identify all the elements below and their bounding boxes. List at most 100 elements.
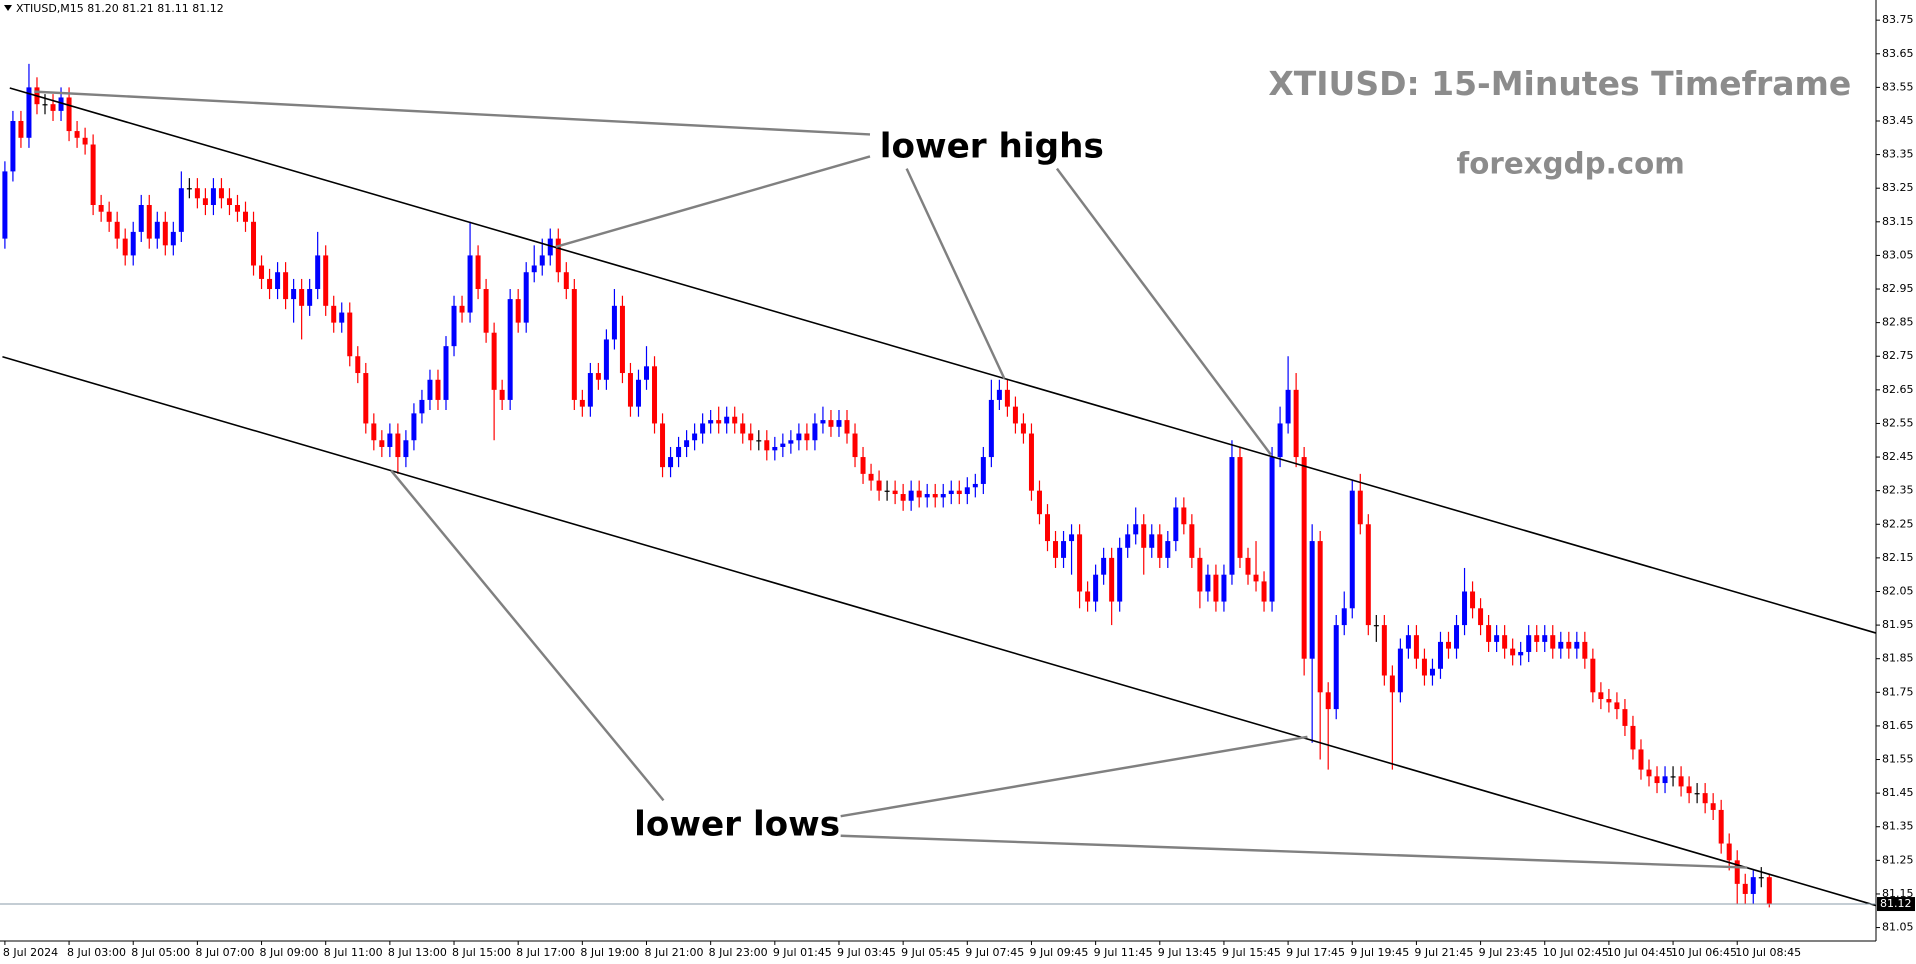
candle-body: [1750, 877, 1756, 894]
candle-body: [299, 289, 305, 306]
candle-body: [251, 221, 257, 266]
candle-body: [1582, 641, 1588, 659]
candle-body: [1421, 658, 1427, 676]
candle-body: [283, 272, 289, 300]
candle-body: [347, 312, 353, 357]
candle-body: [988, 399, 994, 458]
candle-body: [1726, 843, 1732, 861]
annotation: lower lows: [634, 805, 840, 845]
y-tick-label: 83.25: [1882, 181, 1914, 194]
candle-body: [1045, 514, 1050, 542]
candle-body: [403, 440, 409, 458]
pointer-lines: [34, 90, 1748, 869]
candle-body: [1373, 625, 1379, 627]
y-tick-label: 82.45: [1882, 450, 1914, 463]
candle-body: [146, 205, 152, 239]
candle-body: [162, 221, 168, 246]
candle-body: [924, 494, 930, 498]
candle-body: [1229, 457, 1235, 575]
y-tick-label: 83.05: [1882, 248, 1914, 261]
x-tick-label: 8 Jul 09:00: [260, 946, 319, 959]
candle-body: [1309, 541, 1315, 659]
candle-body: [764, 440, 770, 451]
candle-body: [1446, 641, 1451, 649]
y-tick-label: 82.75: [1882, 349, 1914, 362]
candle-body: [1590, 658, 1596, 693]
candle-body: [243, 211, 248, 222]
candle-body: [186, 188, 192, 190]
candle-body: [635, 379, 641, 407]
candle-body: [1614, 702, 1620, 710]
candle-body: [194, 188, 200, 199]
x-tick-label: 10 Jul 04:45: [1607, 946, 1673, 959]
candle-body: [106, 211, 112, 222]
candle-body: [579, 399, 585, 407]
x-tick-label: 10 Jul 06:45: [1671, 946, 1737, 959]
x-tick-label: 9 Jul 15:45: [1222, 946, 1281, 959]
candle-body: [1381, 625, 1387, 676]
candle-body: [1117, 547, 1123, 602]
candle-body: [948, 490, 954, 495]
candle-body: [2, 171, 8, 239]
y-tick-label: 83.15: [1882, 215, 1914, 228]
y-tick-label: 82.65: [1882, 383, 1914, 396]
candle-body: [1036, 490, 1042, 515]
candle-body: [1197, 557, 1203, 592]
candle-body: [940, 494, 946, 498]
candle-body: [660, 423, 666, 468]
candles: [2, 63, 1772, 908]
candle-body: [315, 255, 321, 290]
candle-body: [307, 289, 313, 306]
candle-body: [836, 420, 842, 427]
candle-body: [90, 144, 96, 206]
candle-body: [323, 255, 329, 306]
candle-body: [1341, 608, 1347, 626]
pointer: [555, 155, 871, 248]
x-tick-label: 9 Jul 11:45: [1094, 946, 1153, 959]
candle-body: [170, 231, 176, 246]
candle-body: [1397, 648, 1403, 693]
candle-body: [1317, 541, 1323, 693]
candle-body: [1646, 769, 1652, 777]
candle-body: [684, 440, 690, 447]
candle-body: [539, 255, 545, 266]
candle-body: [1085, 591, 1091, 602]
x-tick-label: 8 Jul 19:00: [580, 946, 639, 959]
candle-body: [980, 457, 986, 484]
candle-body: [1454, 625, 1460, 649]
candle-body: [1566, 641, 1572, 649]
candle-body: [218, 188, 224, 199]
candle-body: [363, 373, 369, 424]
x-tick-label: 10 Jul 08:45: [1735, 946, 1801, 959]
candle-body: [587, 373, 593, 407]
candle-body: [1622, 709, 1628, 726]
candle-body: [419, 399, 425, 414]
candle-body: [547, 238, 553, 256]
candle-body: [98, 205, 104, 212]
candle-body: [676, 446, 682, 458]
candle-body: [1502, 635, 1508, 649]
candle-body: [1654, 776, 1660, 784]
candle-body: [724, 416, 730, 424]
y-tick-label: 81.15: [1882, 887, 1914, 900]
candle-body: [138, 205, 144, 232]
candle-body: [1061, 541, 1067, 558]
watermark-site: forexgdp.com: [1457, 146, 1685, 180]
candle-body: [1189, 524, 1195, 558]
candle-body: [1494, 635, 1500, 642]
candle-body: [1478, 608, 1484, 626]
candle-body: [1093, 574, 1099, 602]
candle-body: [42, 104, 48, 106]
candle-body: [1028, 433, 1034, 491]
candle-body: [619, 305, 625, 374]
candle-body: [772, 446, 778, 451]
candle-body: [1245, 557, 1251, 575]
candle-body: [1004, 389, 1010, 407]
candle-body: [1766, 877, 1772, 905]
candle-body: [1742, 883, 1748, 894]
x-tick-label: 8 Jul 2024: [3, 946, 58, 959]
candle-body: [1157, 534, 1163, 558]
candle-body: [491, 332, 497, 390]
y-tick-label: 82.25: [1882, 517, 1914, 530]
candle-body: [1133, 524, 1139, 535]
